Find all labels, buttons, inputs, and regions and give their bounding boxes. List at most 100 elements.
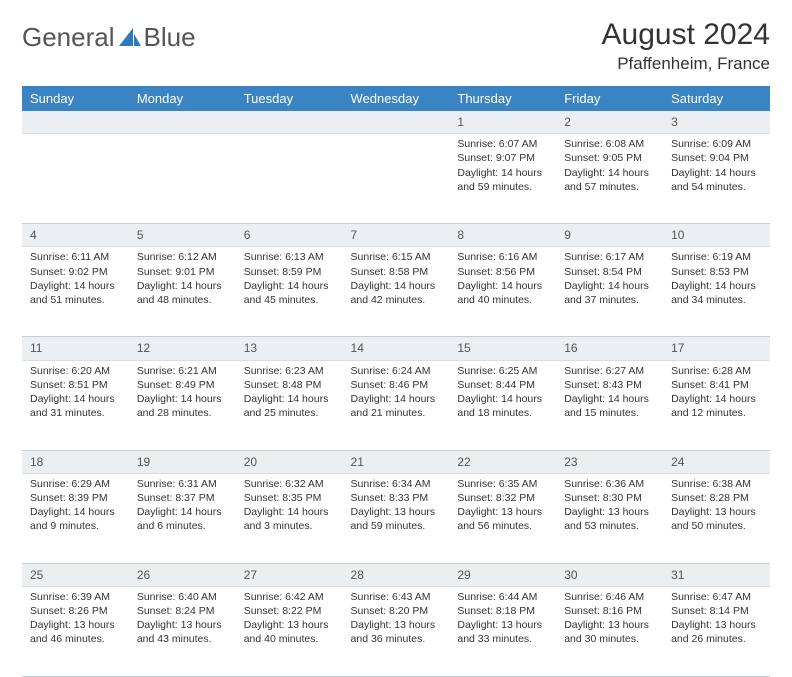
day-content-cell: Sunrise: 6:27 AMSunset: 8:43 PMDaylight:… — [556, 360, 663, 450]
day-content-cell: Sunrise: 6:15 AMSunset: 8:58 PMDaylight:… — [343, 247, 450, 337]
day-number-cell — [236, 111, 343, 134]
sunset-line: Sunset: 8:54 PM — [564, 265, 655, 279]
day-number-cell: 2 — [556, 111, 663, 134]
week-content-row: Sunrise: 6:20 AMSunset: 8:51 PMDaylight:… — [22, 360, 770, 450]
week-content-row: Sunrise: 6:11 AMSunset: 9:02 PMDaylight:… — [22, 247, 770, 337]
day-number-cell: 12 — [129, 337, 236, 360]
sunrise-line: Sunrise: 6:15 AM — [351, 250, 442, 264]
sunrise-line: Sunrise: 6:44 AM — [457, 590, 548, 604]
day-content-cell: Sunrise: 6:08 AMSunset: 9:05 PMDaylight:… — [556, 134, 663, 224]
day-number-cell: 21 — [343, 450, 450, 473]
daylight-line: Daylight: 14 hours and 40 minutes. — [457, 279, 548, 307]
sunset-line: Sunset: 8:43 PM — [564, 378, 655, 392]
week-content-row: Sunrise: 6:29 AMSunset: 8:39 PMDaylight:… — [22, 473, 770, 563]
logo: General Blue — [22, 22, 196, 53]
sunset-line: Sunset: 8:41 PM — [671, 378, 762, 392]
day-content-cell: Sunrise: 6:13 AMSunset: 8:59 PMDaylight:… — [236, 247, 343, 337]
col-tue: Tuesday — [236, 86, 343, 111]
location: Pfaffenheim, France — [602, 54, 770, 74]
day-content-cell: Sunrise: 6:19 AMSunset: 8:53 PMDaylight:… — [663, 247, 770, 337]
sunset-line: Sunset: 9:05 PM — [564, 151, 655, 165]
daylight-line: Daylight: 14 hours and 31 minutes. — [30, 392, 121, 420]
week-content-row: Sunrise: 6:07 AMSunset: 9:07 PMDaylight:… — [22, 134, 770, 224]
daylight-line: Daylight: 14 hours and 59 minutes. — [457, 166, 548, 194]
col-sat: Saturday — [663, 86, 770, 111]
day-number-cell: 15 — [449, 337, 556, 360]
daylight-line: Daylight: 14 hours and 18 minutes. — [457, 392, 548, 420]
sunset-line: Sunset: 8:14 PM — [671, 604, 762, 618]
day-content-cell — [236, 134, 343, 224]
day-content-cell: Sunrise: 6:24 AMSunset: 8:46 PMDaylight:… — [343, 360, 450, 450]
sunrise-line: Sunrise: 6:08 AM — [564, 137, 655, 151]
sunrise-line: Sunrise: 6:31 AM — [137, 477, 228, 491]
daylight-line: Daylight: 14 hours and 34 minutes. — [671, 279, 762, 307]
day-number-cell: 23 — [556, 450, 663, 473]
daylight-line: Daylight: 13 hours and 40 minutes. — [244, 618, 335, 646]
week-daynum-row: 18192021222324 — [22, 450, 770, 473]
daylight-line: Daylight: 14 hours and 51 minutes. — [30, 279, 121, 307]
sunrise-line: Sunrise: 6:27 AM — [564, 364, 655, 378]
daylight-line: Daylight: 14 hours and 57 minutes. — [564, 166, 655, 194]
col-wed: Wednesday — [343, 86, 450, 111]
day-number-cell: 14 — [343, 337, 450, 360]
week-daynum-row: 25262728293031 — [22, 563, 770, 586]
day-number-cell: 22 — [449, 450, 556, 473]
day-content-cell: Sunrise: 6:07 AMSunset: 9:07 PMDaylight:… — [449, 134, 556, 224]
day-number-cell: 1 — [449, 111, 556, 134]
sunset-line: Sunset: 8:48 PM — [244, 378, 335, 392]
sunrise-line: Sunrise: 6:38 AM — [671, 477, 762, 491]
day-content-cell: Sunrise: 6:25 AMSunset: 8:44 PMDaylight:… — [449, 360, 556, 450]
daylight-line: Daylight: 14 hours and 3 minutes. — [244, 505, 335, 533]
sunrise-line: Sunrise: 6:35 AM — [457, 477, 548, 491]
sunrise-line: Sunrise: 6:40 AM — [137, 590, 228, 604]
day-content-cell: Sunrise: 6:29 AMSunset: 8:39 PMDaylight:… — [22, 473, 129, 563]
sunrise-line: Sunrise: 6:16 AM — [457, 250, 548, 264]
daylight-line: Daylight: 13 hours and 33 minutes. — [457, 618, 548, 646]
sunrise-line: Sunrise: 6:36 AM — [564, 477, 655, 491]
day-content-cell: Sunrise: 6:16 AMSunset: 8:56 PMDaylight:… — [449, 247, 556, 337]
day-number-cell: 25 — [22, 563, 129, 586]
day-number-cell: 7 — [343, 224, 450, 247]
day-content-cell: Sunrise: 6:44 AMSunset: 8:18 PMDaylight:… — [449, 586, 556, 676]
day-number-cell: 13 — [236, 337, 343, 360]
daylight-line: Daylight: 13 hours and 59 minutes. — [351, 505, 442, 533]
sunset-line: Sunset: 9:04 PM — [671, 151, 762, 165]
sunrise-line: Sunrise: 6:42 AM — [244, 590, 335, 604]
sunrise-line: Sunrise: 6:17 AM — [564, 250, 655, 264]
day-number-cell: 3 — [663, 111, 770, 134]
day-number-cell: 6 — [236, 224, 343, 247]
sunset-line: Sunset: 8:37 PM — [137, 491, 228, 505]
sunrise-line: Sunrise: 6:24 AM — [351, 364, 442, 378]
daylight-line: Daylight: 13 hours and 30 minutes. — [564, 618, 655, 646]
day-number-cell — [129, 111, 236, 134]
week-daynum-row: 11121314151617 — [22, 337, 770, 360]
logo-word1: General — [22, 22, 115, 53]
day-content-cell: Sunrise: 6:39 AMSunset: 8:26 PMDaylight:… — [22, 586, 129, 676]
sunrise-line: Sunrise: 6:13 AM — [244, 250, 335, 264]
sunset-line: Sunset: 8:46 PM — [351, 378, 442, 392]
sunrise-line: Sunrise: 6:20 AM — [30, 364, 121, 378]
day-content-cell: Sunrise: 6:28 AMSunset: 8:41 PMDaylight:… — [663, 360, 770, 450]
sunset-line: Sunset: 8:28 PM — [671, 491, 762, 505]
sunset-line: Sunset: 8:24 PM — [137, 604, 228, 618]
day-number-cell: 8 — [449, 224, 556, 247]
day-content-cell: Sunrise: 6:32 AMSunset: 8:35 PMDaylight:… — [236, 473, 343, 563]
day-content-cell: Sunrise: 6:12 AMSunset: 9:01 PMDaylight:… — [129, 247, 236, 337]
day-number-cell: 11 — [22, 337, 129, 360]
day-number-cell: 17 — [663, 337, 770, 360]
day-content-cell: Sunrise: 6:40 AMSunset: 8:24 PMDaylight:… — [129, 586, 236, 676]
sunset-line: Sunset: 9:01 PM — [137, 265, 228, 279]
week-daynum-row: 45678910 — [22, 224, 770, 247]
day-content-cell: Sunrise: 6:09 AMSunset: 9:04 PMDaylight:… — [663, 134, 770, 224]
col-fri: Friday — [556, 86, 663, 111]
logo-word2: Blue — [144, 22, 196, 53]
sunset-line: Sunset: 8:20 PM — [351, 604, 442, 618]
daylight-line: Daylight: 14 hours and 15 minutes. — [564, 392, 655, 420]
sunset-line: Sunset: 8:22 PM — [244, 604, 335, 618]
daylight-line: Daylight: 13 hours and 56 minutes. — [457, 505, 548, 533]
month-title: August 2024 — [602, 18, 770, 52]
day-content-cell — [22, 134, 129, 224]
day-number-cell: 30 — [556, 563, 663, 586]
daylight-line: Daylight: 14 hours and 45 minutes. — [244, 279, 335, 307]
sunrise-line: Sunrise: 6:12 AM — [137, 250, 228, 264]
